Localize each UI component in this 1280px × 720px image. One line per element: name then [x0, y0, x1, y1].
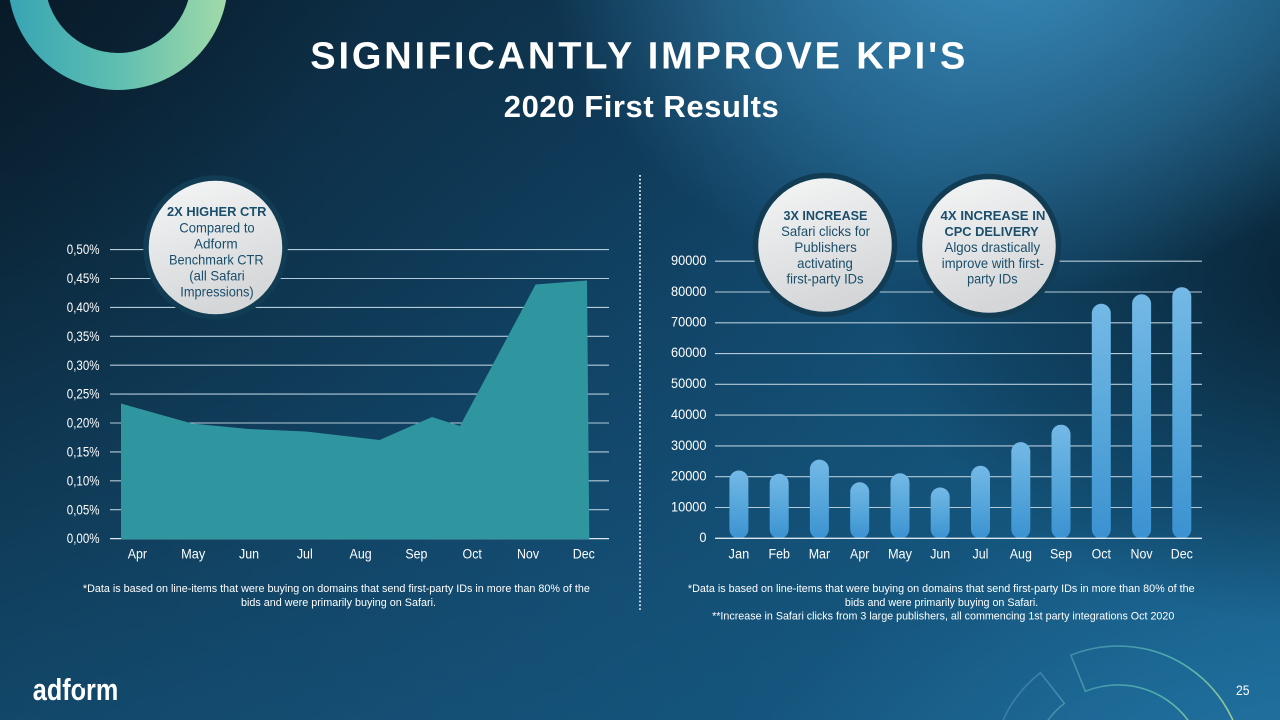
- svg-text:80000: 80000: [671, 284, 707, 299]
- svg-text:Apr: Apr: [128, 546, 148, 561]
- svg-text:40000: 40000: [671, 407, 707, 422]
- svg-text:4X INCREASE IN: 4X INCREASE IN: [941, 208, 1046, 223]
- svg-text:0,50%: 0,50%: [67, 242, 100, 257]
- svg-text:Sep: Sep: [405, 546, 427, 561]
- svg-text:**Increase in Safari clicks fr: **Increase in Safari clicks from 3 large…: [712, 610, 1174, 622]
- svg-text:Sep: Sep: [1050, 546, 1072, 561]
- svg-text:improve with first-: improve with first-: [942, 255, 1045, 271]
- svg-text:Aug: Aug: [350, 546, 372, 561]
- svg-text:0,40%: 0,40%: [67, 300, 100, 315]
- svg-text:Jan: Jan: [729, 546, 750, 561]
- svg-text:Publishers: Publishers: [794, 239, 857, 255]
- svg-text:Adform: Adform: [194, 236, 238, 252]
- svg-text:Jun: Jun: [930, 546, 950, 561]
- svg-text:bids and were primarily buying: bids and were primarily buying on Safari…: [845, 597, 1038, 609]
- svg-text:Mar: Mar: [809, 546, 831, 561]
- svg-text:30000: 30000: [671, 438, 707, 453]
- svg-text:Jun: Jun: [239, 546, 259, 561]
- svg-text:Benchmark CTR: Benchmark CTR: [169, 252, 264, 268]
- svg-text:Oct: Oct: [1092, 546, 1112, 561]
- svg-text:bids and were primarily buying: bids and were primarily buying on Safari…: [241, 597, 436, 609]
- svg-text:2020 First Results: 2020 First Results: [504, 89, 779, 124]
- svg-text:0,35%: 0,35%: [67, 329, 100, 344]
- svg-text:3X INCREASE: 3X INCREASE: [784, 208, 868, 223]
- svg-text:May: May: [888, 546, 912, 561]
- svg-text:0,20%: 0,20%: [67, 416, 100, 431]
- svg-text:Jul: Jul: [973, 546, 989, 561]
- svg-text:0,30%: 0,30%: [67, 358, 100, 373]
- svg-text:*Data is based on line-items t: *Data is based on line-items that were b…: [688, 583, 1195, 595]
- svg-text:Algos drastically: Algos drastically: [945, 239, 1041, 255]
- svg-text:0,00%: 0,00%: [67, 531, 100, 546]
- svg-text:0,10%: 0,10%: [67, 473, 100, 488]
- svg-text:Impressions): Impressions): [180, 283, 253, 299]
- svg-text:70000: 70000: [671, 315, 707, 330]
- svg-text:Compared to: Compared to: [179, 220, 255, 236]
- svg-text:Dec: Dec: [1171, 546, 1193, 561]
- svg-text:0,25%: 0,25%: [67, 387, 100, 402]
- svg-text:60000: 60000: [671, 345, 707, 360]
- svg-text:Aug: Aug: [1010, 546, 1032, 561]
- svg-text:10000: 10000: [671, 499, 707, 514]
- svg-text:Dec: Dec: [573, 546, 595, 561]
- svg-text:*Data is based on line-items t: *Data is based on line-items that were b…: [83, 583, 590, 595]
- svg-text:Nov: Nov: [517, 546, 539, 561]
- svg-text:20000: 20000: [671, 469, 707, 484]
- svg-text:(all Safari: (all Safari: [189, 267, 244, 283]
- svg-text:0,05%: 0,05%: [67, 502, 100, 517]
- svg-text:90000: 90000: [671, 253, 707, 268]
- svg-text:CPC DELIVERY: CPC DELIVERY: [944, 224, 1039, 239]
- svg-text:2X HIGHER CTR: 2X HIGHER CTR: [167, 204, 266, 219]
- svg-text:0,45%: 0,45%: [67, 271, 100, 286]
- svg-text:Nov: Nov: [1131, 546, 1153, 561]
- svg-text:adform: adform: [33, 672, 119, 707]
- svg-text:50000: 50000: [671, 376, 707, 391]
- svg-text:Oct: Oct: [463, 546, 483, 561]
- svg-text:Feb: Feb: [769, 546, 790, 561]
- svg-text:first-party IDs: first-party IDs: [787, 271, 864, 287]
- svg-text:Safari clicks for: Safari clicks for: [781, 223, 870, 239]
- svg-text:May: May: [181, 546, 205, 561]
- svg-text:0,15%: 0,15%: [67, 445, 100, 460]
- svg-text:0: 0: [699, 530, 706, 545]
- svg-text:Jul: Jul: [297, 546, 313, 561]
- svg-text:activating: activating: [797, 255, 853, 271]
- svg-text:SIGNIFICANTLY IMPROVE KPI'S: SIGNIFICANTLY IMPROVE KPI'S: [310, 36, 965, 78]
- svg-text:party IDs: party IDs: [967, 271, 1017, 287]
- svg-text:Apr: Apr: [850, 546, 870, 561]
- svg-text:25: 25: [1236, 683, 1250, 698]
